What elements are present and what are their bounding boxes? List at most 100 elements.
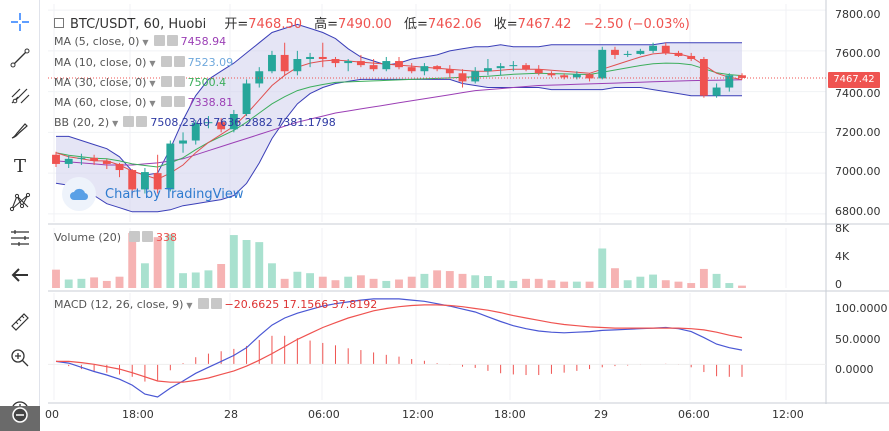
volume-bar	[179, 273, 187, 288]
candle-body	[560, 75, 569, 78]
indicator-legend-ma10[interactable]: MA (10, close, 0) ▼ 7523.09	[54, 56, 233, 69]
settings-icon[interactable]	[123, 116, 135, 127]
indicator-label: BB (20, 2)	[54, 116, 110, 129]
macd-axis-label: 100.0000	[835, 302, 888, 315]
trend-line-tool[interactable]	[0, 41, 40, 75]
candle-body	[458, 73, 467, 82]
candle-body	[471, 71, 480, 82]
volume-axis-label: 4K	[835, 250, 850, 263]
watermark-text: Chart by TradingView	[105, 186, 244, 202]
back-tool[interactable]	[0, 258, 40, 292]
price-axis-label: 7600.00	[835, 47, 881, 60]
dropdown-icon[interactable]: ▼	[186, 301, 193, 310]
time-axis-label: 12:00	[402, 408, 434, 421]
volume-bar	[522, 278, 530, 288]
volume-bar	[661, 280, 670, 288]
indicator-legend-ma5[interactable]: MA (5, close, 0) ▼ 7458.94	[54, 35, 226, 48]
back-arrow-icon	[11, 268, 28, 282]
volume-bar	[344, 276, 353, 288]
volume-bar	[242, 240, 251, 288]
time-axis-label: 12:00	[772, 408, 804, 421]
symbol-line: BTC/USDT, 60, Huobi	[70, 17, 207, 32]
indicator-label: MA (30, close, 0)	[54, 76, 147, 89]
candle-body	[90, 157, 99, 161]
drawing-toolbar: T	[0, 0, 40, 431]
ruler-icon	[11, 313, 29, 331]
volume-bar	[598, 248, 607, 288]
volume-bar	[369, 278, 378, 288]
crosshair-tool[interactable]	[0, 5, 40, 39]
low-value: 7462.06	[427, 17, 482, 32]
candle-body	[572, 74, 581, 78]
candle-body	[585, 74, 594, 79]
candle-body	[407, 67, 416, 72]
volume-bar	[483, 276, 492, 288]
settings-icon[interactable]	[197, 298, 209, 309]
candle-body	[115, 163, 124, 171]
candle-body	[268, 54, 276, 72]
zoom-in-tool[interactable]	[0, 341, 40, 375]
volume-bar	[738, 285, 746, 288]
candle-body	[77, 157, 86, 159]
macd-axis-label: 50.0000	[835, 333, 881, 346]
candle-body	[636, 50, 645, 54]
close-icon[interactable]	[166, 35, 178, 46]
collapse-icon[interactable]	[54, 18, 64, 28]
volume-bar	[318, 276, 327, 288]
candle-body	[229, 114, 238, 130]
brush-tool[interactable]	[0, 113, 40, 147]
dropdown-icon[interactable]: ▼	[149, 79, 156, 88]
settings-icon[interactable]	[129, 231, 140, 242]
volume-bar	[102, 280, 111, 288]
close-icon[interactable]	[136, 116, 148, 127]
pitchfork-icon	[11, 88, 30, 104]
indicator-legend-ma60[interactable]: MA (60, close, 0) ▼ 7338.81	[54, 96, 233, 109]
indicator-label: MA (5, close, 0)	[54, 35, 140, 48]
volume-legend[interactable]: Volume (20) 338	[54, 231, 177, 244]
dropdown-icon[interactable]: ▼	[149, 99, 156, 108]
volume-bar	[547, 280, 556, 288]
settings-icon[interactable]	[160, 56, 172, 67]
indicator-label: MA (60, close, 0)	[54, 96, 147, 109]
candle-body	[496, 66, 505, 69]
dropdown-icon[interactable]: ▼	[149, 59, 156, 68]
open-value: 7468.50	[248, 17, 302, 32]
candle-body	[128, 170, 137, 190]
toolbar-scrollbar[interactable]	[0, 398, 40, 431]
dropdown-icon[interactable]: ▼	[142, 38, 149, 47]
candle-body	[191, 123, 200, 141]
indicator-legend-ma30[interactable]: MA (30, close, 0) ▼ 7500.4	[54, 76, 226, 89]
volume-bar	[153, 237, 162, 288]
tradingview-watermark[interactable]: Chart by TradingView	[62, 177, 243, 211]
close-icon[interactable]	[210, 298, 222, 309]
macd-legend[interactable]: MACD (12, 26, close, 9) ▼ −20.6625 17.1566…	[54, 298, 377, 311]
brush-icon	[11, 123, 28, 139]
close-icon[interactable]	[142, 231, 153, 242]
indicator-value: 7523.09	[187, 56, 234, 69]
candle-body	[344, 61, 353, 64]
measure-grid-tool[interactable]	[0, 221, 40, 255]
volume-bar	[636, 276, 645, 288]
volume-bar	[534, 278, 543, 288]
pitchfork-tool[interactable]	[0, 77, 40, 111]
settings-icon[interactable]	[160, 96, 172, 107]
candle-body	[598, 49, 607, 79]
pattern-tool[interactable]	[0, 185, 40, 219]
settings-icon[interactable]	[160, 76, 172, 87]
close-icon[interactable]	[173, 76, 185, 87]
text-tool[interactable]: T	[0, 149, 40, 183]
price-axis-label: 7000.00	[835, 165, 881, 178]
close-icon[interactable]	[173, 56, 185, 67]
candle-body	[547, 73, 556, 76]
close-icon[interactable]	[173, 96, 185, 107]
volume-bar	[395, 279, 403, 288]
indicator-legend-bb[interactable]: BB (20, 2) ▼ 7508.2340 7636.2882 7381.1798	[54, 116, 336, 129]
dropdown-icon[interactable]: ▼	[112, 119, 119, 128]
ruler-tool[interactable]	[0, 305, 40, 339]
volume-bar	[509, 280, 518, 288]
settings-icon[interactable]	[153, 35, 165, 46]
time-axis-label: 06:00	[308, 408, 340, 421]
price-axis-label: 7800.00	[835, 8, 881, 21]
